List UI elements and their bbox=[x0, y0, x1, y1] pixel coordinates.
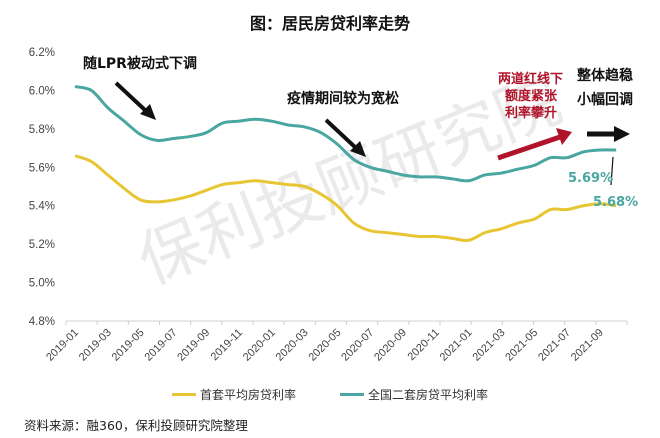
x-tick-label: 2021-05 bbox=[503, 327, 540, 364]
x-tick-label: 2019-09 bbox=[175, 327, 212, 364]
annotation-stable-2: 小幅回调 bbox=[577, 91, 633, 108]
y-tick-label: 6.2% bbox=[29, 47, 55, 59]
x-tick-label: 2020-07 bbox=[339, 327, 376, 364]
annotation-covid: 疫情期间较为宽松 bbox=[287, 90, 399, 107]
x-tick-label: 2019-07 bbox=[142, 327, 179, 364]
x-tick-label: 2019-05 bbox=[110, 327, 147, 364]
y-tick-label: 5.2% bbox=[29, 239, 55, 251]
y-axis: 6.2% 6.0% 5.8% 5.6% 5.4% 5.2% 5.0% 4.8% bbox=[29, 47, 55, 328]
annotation-lpr: 随LPR被动式下调 bbox=[83, 55, 197, 72]
series-line bbox=[74, 85, 617, 183]
source-note: 资料来源：融360，保利投顾研究院整理 bbox=[24, 418, 248, 433]
x-tick-label: 2021-09 bbox=[569, 327, 606, 364]
legend-item-second-home: 全国二套房贷平均利率 bbox=[340, 386, 488, 403]
x-tick-label: 2021-07 bbox=[536, 327, 573, 364]
arrow-up-right-icon bbox=[497, 128, 572, 161]
legend-item-first-home: 首套平均房贷利率 bbox=[171, 386, 296, 403]
x-tick-label: 2021-01 bbox=[438, 327, 475, 364]
series-line bbox=[74, 154, 617, 243]
legend-swatch-teal bbox=[340, 393, 364, 396]
callout-line bbox=[610, 156, 614, 186]
x-tick-label: 2019-03 bbox=[77, 327, 114, 364]
annotation-stable-1: 整体趋稳 bbox=[576, 67, 633, 84]
y-tick-label: 4.8% bbox=[29, 316, 55, 328]
annotation-red-line-1: 两道红线下 bbox=[498, 71, 563, 87]
y-tick-label: 5.4% bbox=[29, 201, 55, 213]
x-axis: 2019-012019-032019-052019-072019-092019-… bbox=[44, 320, 628, 364]
x-tick-label: 2020-01 bbox=[241, 327, 278, 364]
legend-label: 首套平均房贷利率 bbox=[199, 388, 296, 402]
y-tick-label: 5.0% bbox=[29, 278, 55, 290]
arrow-down-right-icon bbox=[324, 118, 366, 157]
y-tick-label: 6.0% bbox=[29, 85, 55, 97]
chart-title: 图：居民房贷利率走势 bbox=[249, 14, 410, 33]
arrow-down-right-icon bbox=[114, 81, 156, 120]
y-tick-label: 5.8% bbox=[29, 124, 55, 136]
x-tick-label: 2019-11 bbox=[209, 327, 245, 363]
y-tick-label: 5.6% bbox=[29, 162, 55, 174]
legend: 首套平均房贷利率 全国二套房贷平均利率 bbox=[0, 386, 660, 403]
legend-swatch-yellow bbox=[171, 393, 196, 396]
arrow-right-icon bbox=[587, 126, 630, 142]
x-tick-label: 2020-11 bbox=[405, 327, 441, 363]
x-tick-label: 2021-03 bbox=[470, 327, 507, 364]
x-tick-label: 2020-03 bbox=[274, 327, 311, 364]
legend-label: 全国二套房贷平均利率 bbox=[368, 388, 489, 402]
x-tick-label: 2020-05 bbox=[306, 327, 343, 364]
value-label-first-home: 5.68% bbox=[593, 195, 638, 210]
x-tick-label: 2020-09 bbox=[372, 327, 409, 364]
annotation-red-line-2: 额度紧张 bbox=[505, 88, 558, 104]
x-tick-label: 2019-01 bbox=[44, 327, 81, 364]
annotation-red-line-3: 利率攀升 bbox=[505, 105, 557, 121]
value-label-second-home: 5.69% bbox=[568, 171, 613, 186]
series-lines bbox=[74, 85, 617, 243]
